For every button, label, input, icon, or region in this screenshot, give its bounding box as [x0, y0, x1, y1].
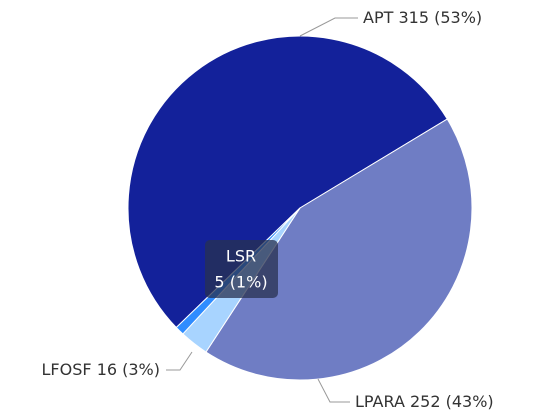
tooltip-value: 5 (1%)	[214, 273, 267, 292]
category: LPARA	[355, 392, 405, 411]
value-label: 16 (3%)	[97, 360, 160, 379]
slice-label: LFOSF 16 (3%)	[42, 360, 160, 379]
tooltip-title: LSR	[226, 247, 256, 266]
value-label: 252 (43%)	[410, 392, 494, 411]
leader-line	[317, 378, 350, 403]
label-lfosf: LFOSF 16 (3%)	[42, 351, 193, 379]
leader-line	[299, 17, 358, 37]
tooltip-box	[205, 240, 278, 298]
value-label: 315 (53%)	[398, 8, 482, 27]
tooltip: LSR 5 (1%)	[205, 240, 278, 298]
leader-line	[166, 351, 193, 371]
slice	[205, 118, 473, 381]
slice-label: APT 315 (53%)	[363, 8, 482, 27]
pie	[127, 35, 473, 381]
slice-label: LPARA 252 (43%)	[355, 392, 494, 411]
label-lpara: LPARA 252 (43%)	[317, 378, 494, 411]
category: APT	[363, 8, 394, 27]
category: LFOSF	[42, 360, 92, 379]
label-apt: APT 315 (53%)	[299, 8, 482, 37]
